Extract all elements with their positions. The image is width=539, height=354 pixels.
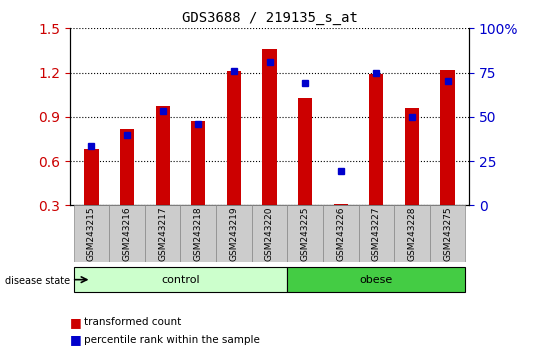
Bar	[227, 71, 241, 205]
FancyBboxPatch shape	[181, 205, 216, 262]
Text: GSM243220: GSM243220	[265, 206, 274, 261]
FancyBboxPatch shape	[74, 205, 109, 262]
FancyBboxPatch shape	[323, 205, 358, 262]
Text: GSM243217: GSM243217	[158, 206, 167, 261]
Text: GSM243226: GSM243226	[336, 206, 345, 261]
Text: GSM243227: GSM243227	[372, 206, 381, 261]
Text: GSM243228: GSM243228	[407, 206, 417, 261]
FancyBboxPatch shape	[109, 205, 145, 262]
Text: GSM243225: GSM243225	[301, 206, 309, 261]
Text: GDS3688 / 219135_s_at: GDS3688 / 219135_s_at	[182, 11, 357, 25]
FancyBboxPatch shape	[394, 205, 430, 262]
Text: obese: obese	[360, 275, 393, 285]
Text: ■: ■	[70, 316, 82, 329]
Bar	[156, 107, 170, 205]
FancyBboxPatch shape	[287, 205, 323, 262]
Text: percentile rank within the sample: percentile rank within the sample	[84, 335, 259, 345]
FancyBboxPatch shape	[74, 267, 287, 292]
Text: transformed count: transformed count	[84, 317, 181, 327]
Text: disease state: disease state	[5, 276, 71, 286]
FancyBboxPatch shape	[252, 205, 287, 262]
FancyBboxPatch shape	[216, 205, 252, 262]
Bar	[405, 108, 419, 205]
Bar	[262, 49, 277, 205]
Bar	[191, 121, 205, 205]
FancyBboxPatch shape	[430, 205, 465, 262]
Text: ■: ■	[70, 333, 82, 346]
Text: GSM243275: GSM243275	[443, 206, 452, 261]
Text: GSM243219: GSM243219	[230, 206, 238, 261]
Bar	[369, 74, 383, 205]
FancyBboxPatch shape	[145, 205, 181, 262]
Bar	[440, 70, 455, 205]
Text: GSM243218: GSM243218	[194, 206, 203, 261]
FancyBboxPatch shape	[287, 267, 465, 292]
Bar	[334, 204, 348, 205]
Bar	[84, 149, 99, 205]
FancyBboxPatch shape	[358, 205, 394, 262]
Bar	[298, 98, 312, 205]
Text: GSM243215: GSM243215	[87, 206, 96, 261]
Bar	[120, 129, 134, 205]
Text: GSM243216: GSM243216	[122, 206, 132, 261]
Text: control: control	[161, 275, 200, 285]
